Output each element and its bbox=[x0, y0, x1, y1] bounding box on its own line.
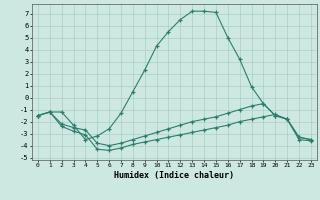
X-axis label: Humidex (Indice chaleur): Humidex (Indice chaleur) bbox=[115, 171, 234, 180]
